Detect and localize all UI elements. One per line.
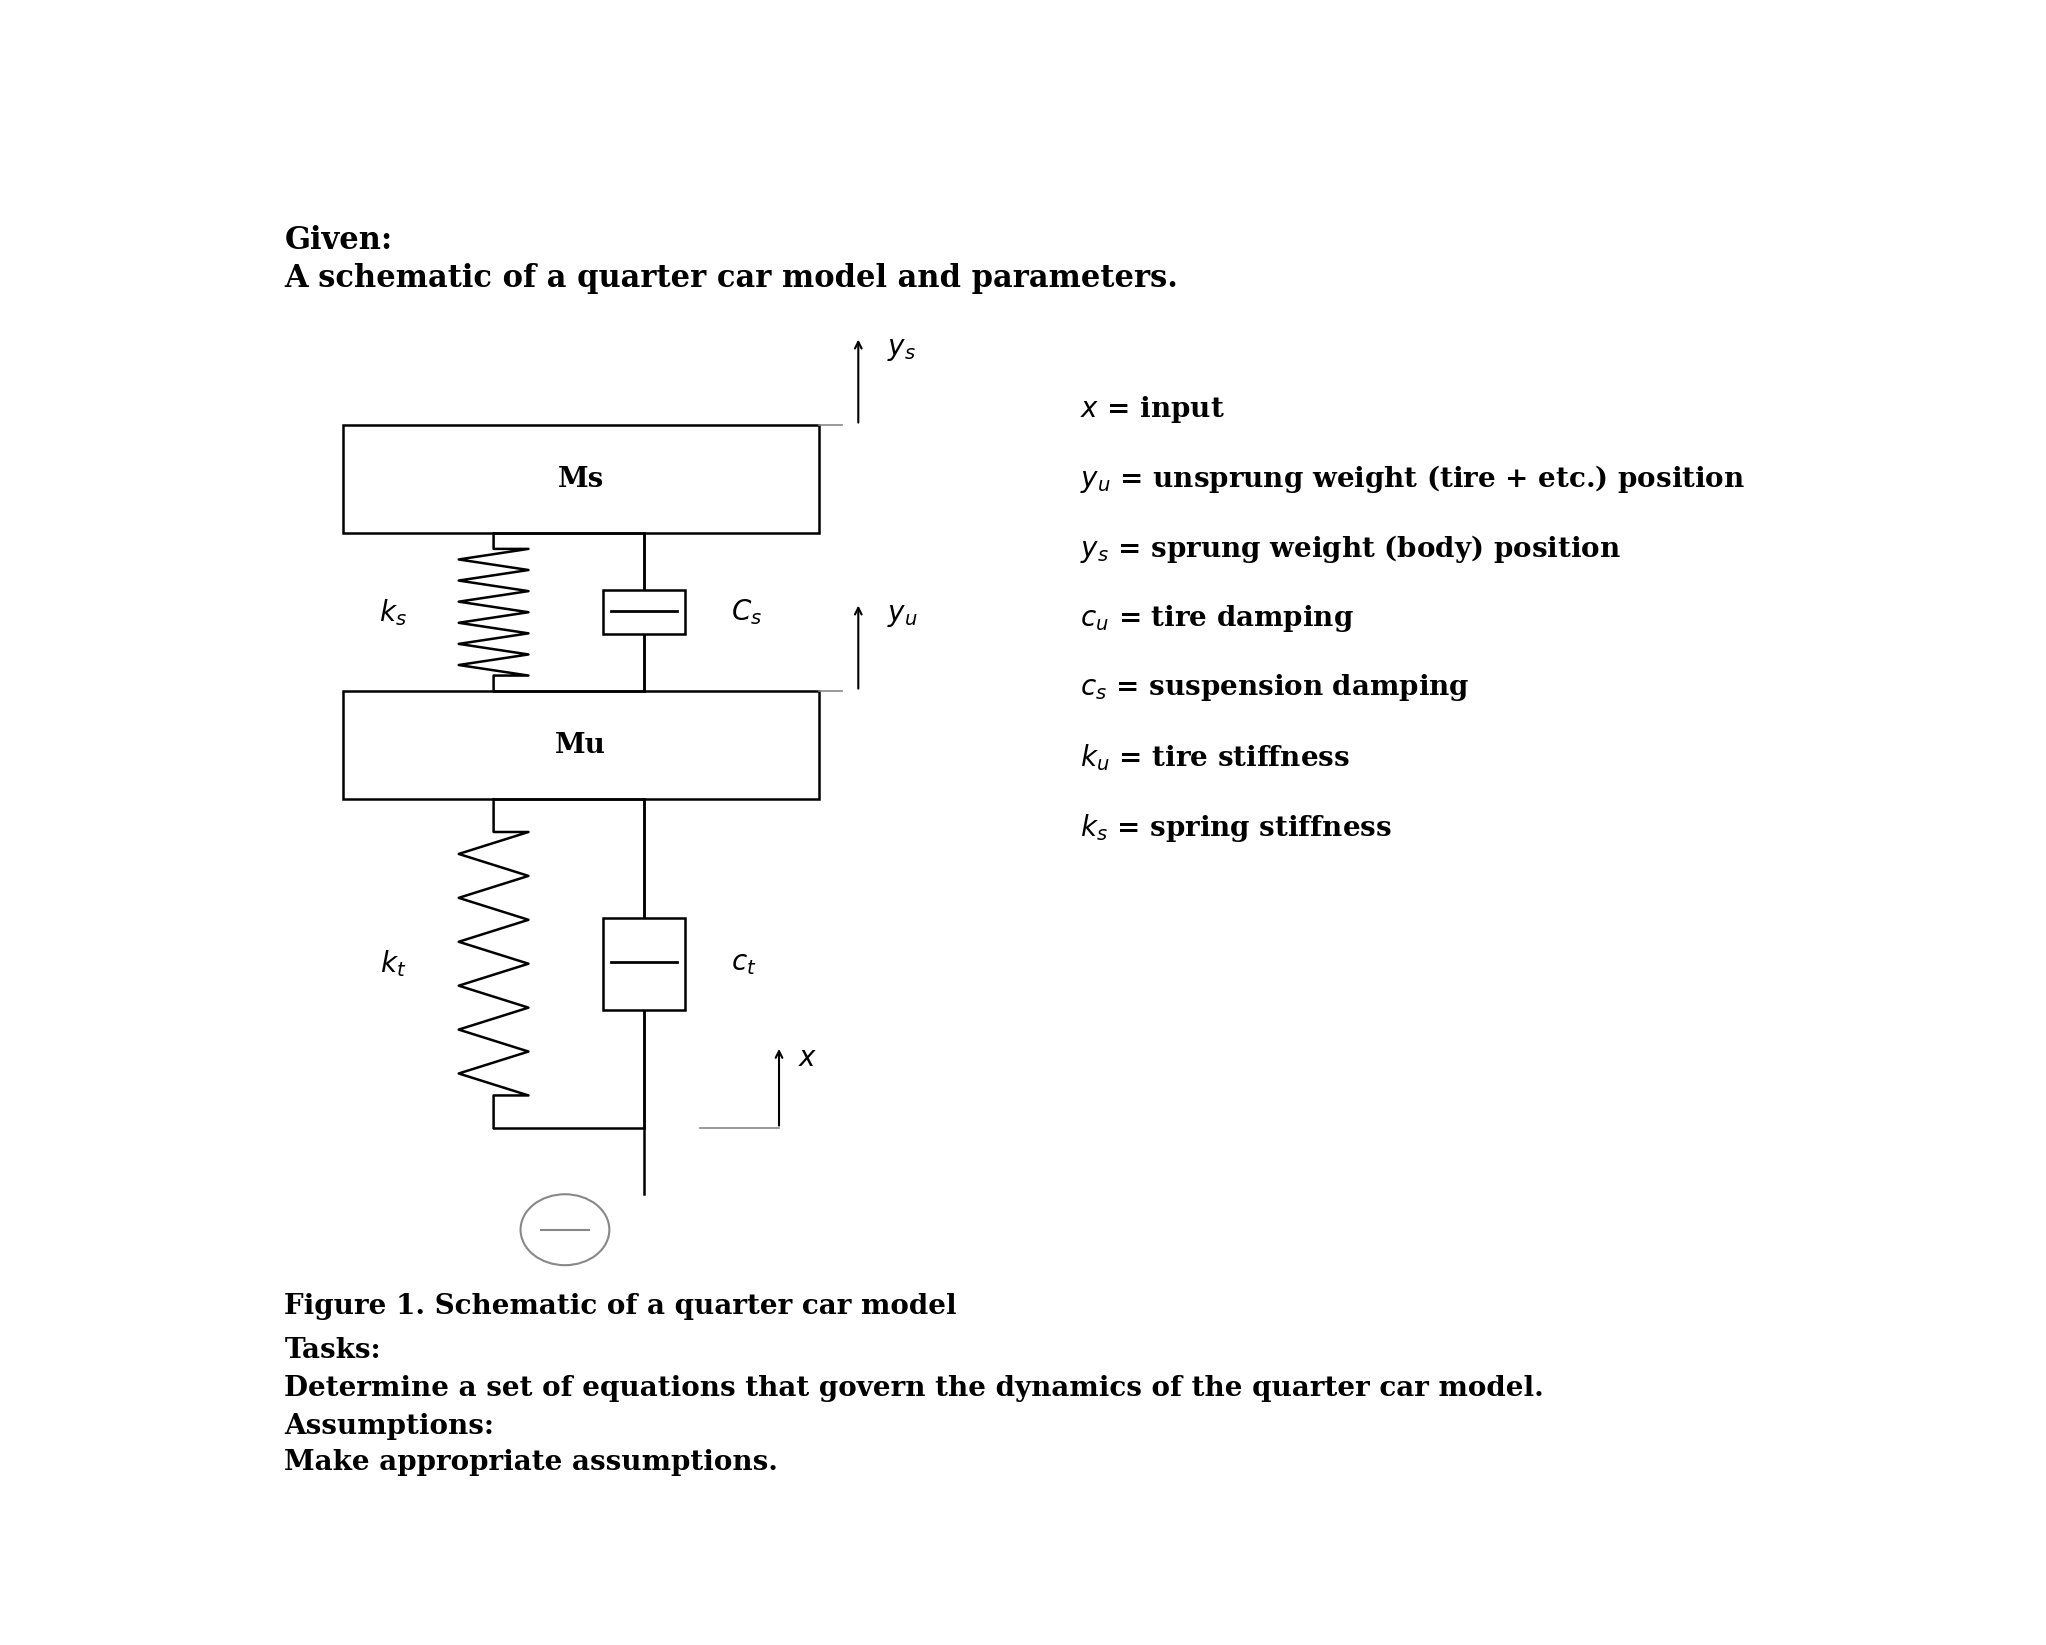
Text: $c_t$: $c_t$: [732, 951, 757, 977]
Text: $C_s$: $C_s$: [732, 597, 763, 627]
Text: $y_s$ = sprung weight (body) position: $y_s$ = sprung weight (body) position: [1080, 533, 1620, 566]
Text: $x$: $x$: [798, 1045, 818, 1073]
Bar: [604, 591, 685, 635]
Text: $k_s$: $k_s$: [379, 597, 407, 628]
Text: $y_u$ = unsprung weight (tire + etc.) position: $y_u$ = unsprung weight (tire + etc.) po…: [1080, 464, 1745, 495]
Text: $k_u$ = tire stiffness: $k_u$ = tire stiffness: [1080, 742, 1350, 773]
Text: $c_u$ = tire damping: $c_u$ = tire damping: [1080, 602, 1354, 633]
Text: Determine a set of equations that govern the dynamics of the quarter car model.: Determine a set of equations that govern…: [284, 1375, 1545, 1403]
Text: $y_u$: $y_u$: [886, 602, 917, 628]
Text: Assumptions:: Assumptions:: [284, 1413, 495, 1441]
Text: Mu: Mu: [554, 732, 606, 758]
Bar: [344, 691, 818, 799]
Text: Given:: Given:: [284, 225, 393, 257]
Text: Ms: Ms: [559, 466, 604, 494]
Circle shape: [520, 1194, 610, 1265]
Bar: [344, 426, 818, 533]
Text: $k_t$: $k_t$: [381, 948, 407, 979]
Text: Figure 1. Schematic of a quarter car model: Figure 1. Schematic of a quarter car mod…: [284, 1293, 958, 1319]
Text: $k_s$ = spring stiffness: $k_s$ = spring stiffness: [1080, 811, 1391, 844]
Bar: [604, 918, 685, 1010]
Text: $x$ = input: $x$ = input: [1080, 393, 1226, 424]
Text: Tasks:: Tasks:: [284, 1337, 381, 1364]
Text: $c_s$ = suspension damping: $c_s$ = suspension damping: [1080, 673, 1469, 704]
Text: A schematic of a quarter car model and parameters.: A schematic of a quarter car model and p…: [284, 263, 1178, 294]
Text: Make appropriate assumptions.: Make appropriate assumptions.: [284, 1449, 777, 1476]
Text: $y_s$: $y_s$: [886, 336, 917, 364]
